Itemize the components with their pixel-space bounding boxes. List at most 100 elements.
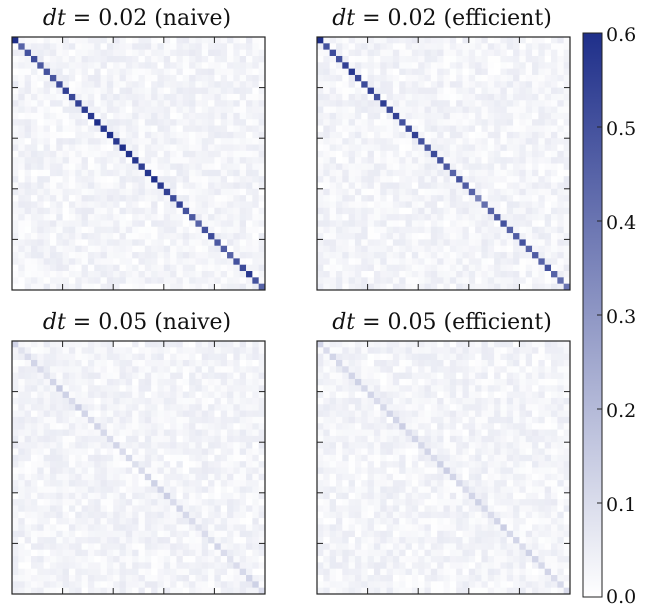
heatmap-cell bbox=[138, 492, 146, 500]
heatmap-cell bbox=[227, 575, 234, 582]
heatmap-cell bbox=[342, 87, 350, 95]
heatmap-cell bbox=[37, 226, 45, 234]
heatmap-cell bbox=[411, 353, 419, 361]
heatmap-cell bbox=[182, 277, 190, 285]
heatmap-cell bbox=[430, 264, 438, 272]
heatmap-cell bbox=[399, 252, 406, 259]
heatmap-cell bbox=[81, 505, 89, 513]
heatmap-diagonal-cell bbox=[525, 245, 533, 253]
heatmap-cell bbox=[475, 277, 482, 285]
heatmap-cell bbox=[430, 214, 438, 221]
heatmap-cell bbox=[462, 271, 470, 278]
heatmap-cell bbox=[513, 150, 520, 158]
heatmap-diagonal-cell bbox=[494, 214, 501, 221]
heatmap-cell bbox=[12, 410, 19, 418]
heatmap-cell bbox=[329, 341, 337, 348]
heatmap-cell bbox=[233, 410, 241, 418]
heatmap-cell bbox=[56, 568, 63, 576]
heatmap-cell bbox=[424, 239, 432, 247]
heatmap-cell bbox=[189, 442, 196, 449]
heatmap-cell bbox=[182, 233, 190, 240]
heatmap-diagonal-cell bbox=[100, 429, 108, 437]
heatmap-cell bbox=[182, 518, 190, 525]
heatmap-cell bbox=[367, 106, 375, 114]
heatmap-cell bbox=[75, 49, 82, 57]
heatmap-cell bbox=[487, 182, 495, 190]
heatmap-cell bbox=[56, 575, 63, 582]
heatmap-cell bbox=[12, 144, 19, 152]
heatmap-cell bbox=[68, 347, 76, 355]
heatmap-cell bbox=[380, 106, 387, 114]
heatmap-cell bbox=[182, 226, 190, 234]
heatmap-cell bbox=[163, 138, 171, 145]
heatmap-diagonal-cell bbox=[144, 169, 152, 177]
heatmap-cell bbox=[12, 524, 19, 532]
heatmap-cell bbox=[487, 81, 495, 89]
heatmap-cell bbox=[399, 43, 406, 51]
heatmap-cell bbox=[195, 385, 203, 392]
heatmap-cell bbox=[201, 37, 209, 44]
heatmap-cell bbox=[563, 138, 571, 145]
heatmap-cell bbox=[525, 81, 533, 89]
heatmap-cell bbox=[208, 163, 215, 171]
heatmap-cell bbox=[233, 416, 241, 424]
heatmap-cell bbox=[12, 378, 19, 386]
heatmap-cell bbox=[519, 226, 527, 234]
heatmap-cell bbox=[386, 195, 394, 202]
heatmap-cell bbox=[544, 169, 552, 177]
heatmap-cell bbox=[75, 252, 82, 259]
heatmap-cell bbox=[18, 125, 26, 133]
heatmap-cell bbox=[373, 106, 381, 114]
heatmap-cell bbox=[544, 100, 552, 107]
heatmap-cell bbox=[233, 556, 241, 563]
heatmap-cell bbox=[392, 163, 400, 171]
heatmap-cell bbox=[424, 226, 432, 234]
heatmap-cell bbox=[239, 366, 247, 374]
heatmap-panel-2 bbox=[316, 36, 571, 291]
heatmap-diagonal-cell bbox=[75, 100, 82, 107]
heatmap-cell bbox=[487, 201, 495, 209]
heatmap-cell bbox=[329, 163, 337, 171]
heatmap-cell bbox=[468, 341, 476, 348]
heatmap-cell bbox=[220, 404, 228, 411]
heatmap-cell bbox=[68, 416, 76, 424]
heatmap-cell bbox=[239, 486, 247, 494]
heatmap-cell bbox=[563, 239, 571, 247]
heatmap-cell bbox=[195, 568, 203, 576]
heatmap-cell bbox=[538, 277, 546, 285]
heatmap-cell bbox=[94, 182, 101, 190]
heatmap-cell bbox=[163, 239, 171, 247]
heatmap-cell bbox=[106, 391, 114, 399]
heatmap-cell bbox=[424, 87, 432, 95]
heatmap-cell bbox=[443, 125, 451, 133]
heatmap-cell bbox=[475, 55, 482, 63]
heatmap-cell bbox=[94, 486, 101, 494]
heatmap-cell bbox=[170, 568, 177, 576]
heatmap-cell bbox=[443, 347, 451, 355]
heatmap-cell bbox=[119, 62, 127, 70]
heatmap-cell bbox=[81, 448, 89, 456]
heatmap-cell bbox=[239, 201, 247, 209]
heatmap-cell bbox=[18, 144, 26, 152]
heatmap-cell bbox=[157, 549, 165, 557]
heatmap-cell bbox=[151, 220, 158, 228]
heatmap-cell bbox=[424, 347, 432, 355]
heatmap-cell bbox=[449, 157, 457, 164]
heatmap-cell bbox=[189, 543, 196, 551]
heatmap-cell bbox=[252, 473, 260, 481]
heatmap-cell bbox=[176, 74, 184, 82]
heatmap-cell bbox=[138, 220, 146, 228]
heatmap-cell bbox=[189, 233, 196, 240]
heatmap-diagonal-cell bbox=[418, 138, 425, 145]
heatmap-cell bbox=[468, 277, 476, 285]
heatmap-cell bbox=[437, 264, 444, 272]
heatmap-cell bbox=[418, 207, 425, 215]
heatmap-cell bbox=[405, 283, 413, 291]
heatmap-cell bbox=[12, 131, 19, 139]
heatmap-cell bbox=[68, 341, 76, 348]
heatmap-cell bbox=[182, 188, 190, 196]
heatmap-cell bbox=[563, 277, 571, 285]
heatmap-cell bbox=[75, 220, 82, 228]
heatmap-cell bbox=[132, 568, 139, 576]
heatmap-cell bbox=[170, 176, 177, 183]
